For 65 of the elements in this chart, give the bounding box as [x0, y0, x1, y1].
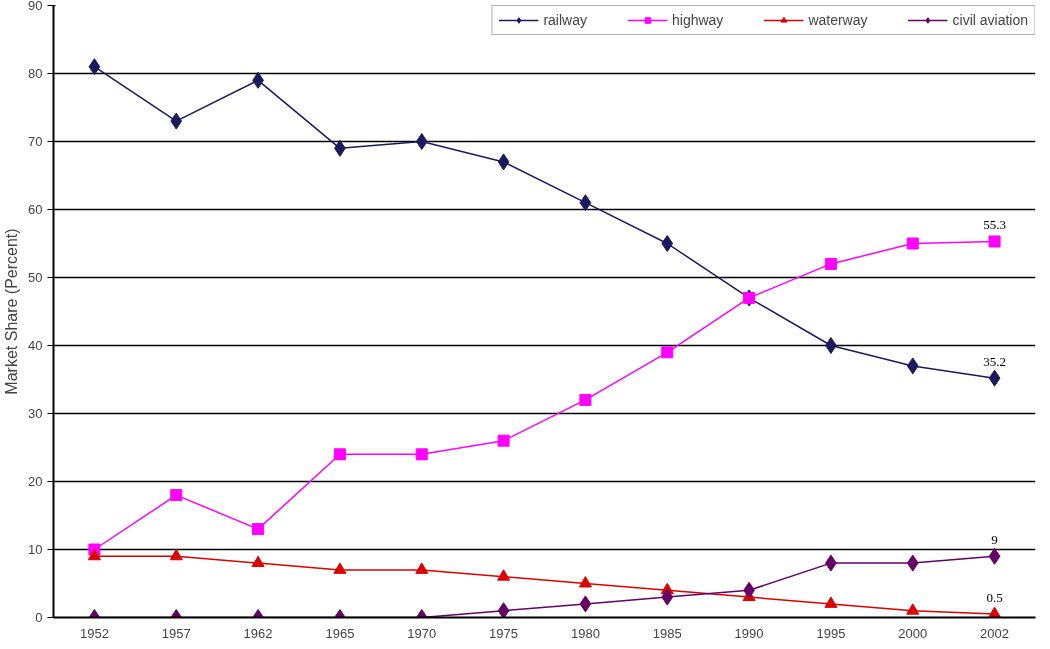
y-axis-title: Market Share (Percent) — [3, 228, 21, 395]
x-tick-label: 1970 — [407, 625, 437, 641]
point — [579, 393, 592, 406]
y-tick-label: 0 — [35, 610, 43, 625]
y-tick-label: 80 — [28, 66, 43, 81]
x-tick-label: 1995 — [816, 625, 846, 641]
point — [497, 434, 510, 447]
point — [661, 235, 674, 252]
x-tick-label: 1952 — [79, 625, 109, 641]
y-tick-label: 70 — [28, 134, 43, 149]
point — [170, 489, 183, 502]
data-label: 35.2 — [983, 354, 1006, 370]
point — [415, 562, 429, 574]
y-tick-label: 90 — [28, 0, 43, 13]
point — [497, 602, 510, 618]
point — [824, 596, 838, 608]
point — [906, 357, 919, 375]
x-tick-label: 1980 — [570, 625, 600, 641]
point — [661, 346, 674, 359]
x-tick-label: 1990 — [734, 625, 764, 641]
y-tick-label: 50 — [28, 270, 43, 285]
point — [824, 257, 837, 270]
point — [988, 369, 1001, 387]
y-tick-label: 10 — [28, 542, 43, 557]
point — [988, 235, 1001, 248]
point — [415, 133, 428, 150]
point — [579, 595, 592, 613]
x-tick-label: 1965 — [325, 625, 355, 641]
legend-label: waterway — [808, 12, 868, 28]
point — [988, 606, 1002, 618]
point — [497, 569, 511, 581]
point — [415, 448, 428, 461]
x-tick-label: 1962 — [243, 625, 273, 641]
point — [169, 548, 183, 561]
data-label: 55.3 — [983, 217, 1006, 233]
point — [333, 562, 347, 574]
legend-label: civil aviation — [952, 12, 1028, 28]
legend-label: railway — [543, 12, 587, 28]
point — [825, 337, 837, 354]
point — [906, 603, 920, 615]
point — [251, 555, 265, 568]
x-tick-label: 2000 — [898, 625, 928, 641]
point — [87, 548, 101, 561]
point — [906, 554, 919, 572]
x-tick-label: 1975 — [489, 625, 519, 641]
point — [333, 448, 346, 461]
point — [497, 153, 510, 171]
legend-label: highway — [672, 12, 724, 28]
y-tick-label: 60 — [28, 202, 43, 217]
x-tick-label: 2002 — [980, 625, 1010, 641]
data-label: 9 — [991, 532, 998, 548]
x-tick-label: 1957 — [161, 625, 191, 641]
point — [579, 194, 592, 212]
y-tick-label: 30 — [28, 406, 43, 421]
point — [170, 112, 183, 130]
point — [88, 58, 101, 76]
point — [906, 237, 919, 250]
y-tick-label: 20 — [28, 474, 43, 489]
x-tick-label: 1985 — [652, 625, 682, 641]
point — [578, 576, 592, 588]
y-tick-label: 40 — [28, 338, 43, 353]
data-label: 0.5 — [986, 590, 1003, 606]
point — [252, 523, 265, 536]
point — [661, 588, 674, 606]
point — [988, 547, 1001, 565]
